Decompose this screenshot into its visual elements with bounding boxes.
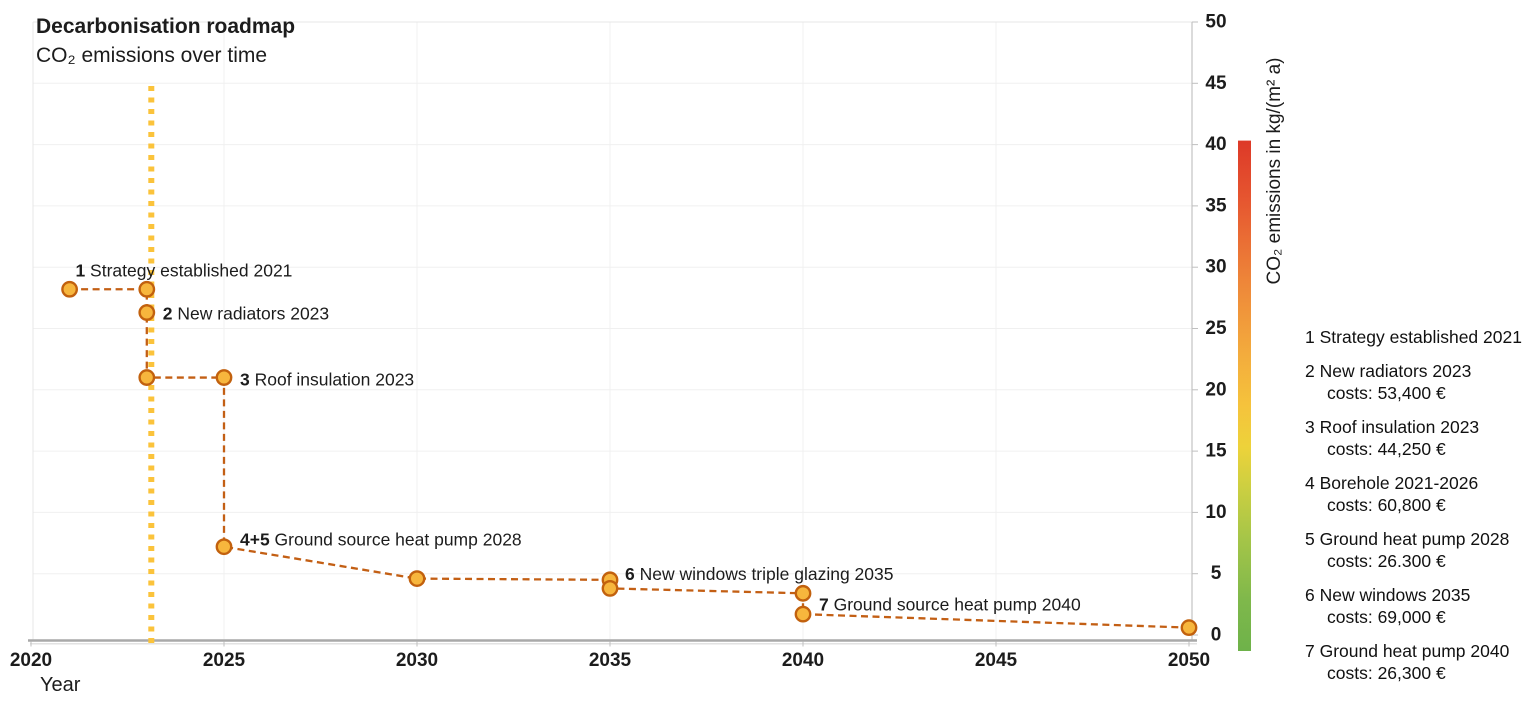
x-tick-label: 2050 <box>1168 650 1210 671</box>
y-tick-label: 45 <box>1205 73 1227 94</box>
legend-item: 2 New radiators 2023 costs: 53,400 € <box>1305 360 1533 404</box>
annotation-3: 3 Roof insulation 2023 <box>240 370 414 390</box>
y-tick-label: 15 <box>1205 441 1227 462</box>
x-tick-label: 2020 <box>10 650 52 671</box>
legend-item: 6 New windows 2035 costs: 69,000 € <box>1305 584 1533 628</box>
x-tick-label: 2040 <box>782 650 824 671</box>
legend-item-costs: costs: 53,400 € <box>1327 383 1446 403</box>
annotation-1: 1 Strategy established 2021 <box>75 260 292 280</box>
chart-title: Decarbonisation roadmap <box>36 15 296 38</box>
legend-item: 4 Borehole 2021-2026 costs: 60,800 € <box>1305 472 1533 516</box>
legend-item: 5 Ground heat pump 2028 costs: 26.300 € <box>1305 528 1533 572</box>
legend-item: 3 Roof insulation 2023 costs: 44,250 € <box>1305 416 1533 460</box>
legend-item-costs: costs: 44,250 € <box>1327 439 1446 459</box>
x-tick-label: 2035 <box>589 650 632 671</box>
x-tick-label: 2030 <box>396 650 438 671</box>
y-axis-title: CO₂ emissions in kg/(m² a) <box>1264 57 1285 285</box>
legend-item: 1 Strategy established 2021 <box>1305 326 1533 348</box>
y-tick-label: 25 <box>1205 318 1227 339</box>
legend-item-label: 2 New radiators 2023 <box>1305 361 1472 381</box>
legend-item-label: 7 Ground heat pump 2040 <box>1305 641 1510 661</box>
annotation-7: 7 Ground source heat pump 2040 <box>819 594 1081 614</box>
y-tick-label: 35 <box>1205 195 1227 216</box>
y-tick-label: 30 <box>1205 257 1226 278</box>
y-tick-label: 20 <box>1205 379 1226 400</box>
legend-item-costs: costs: 60,800 € <box>1327 495 1446 515</box>
legend-item-label: 5 Ground heat pump 2028 <box>1305 529 1510 549</box>
legend-item-label: 3 Roof insulation 2023 <box>1305 417 1480 437</box>
legend-item-label: 1 Strategy established 2021 <box>1305 327 1522 347</box>
chart-subtitle: CO₂ emissions over time <box>36 44 268 67</box>
legend-item-costs: costs: 26.300 € <box>1327 551 1446 571</box>
y-tick-label: 50 <box>1205 12 1226 33</box>
x-axis-title: Year <box>40 674 81 696</box>
annotation-4+5: 4+5 Ground source heat pump 2028 <box>240 530 522 550</box>
legend-item-costs: costs: 69,000 € <box>1327 607 1446 627</box>
cost-legend: 1 Strategy established 2021 2 New radiat… <box>1305 326 1533 684</box>
y-tick-label: 5 <box>1211 563 1222 584</box>
legend-item: 7 Ground heat pump 2040 costs: 26,300 € <box>1305 640 1533 684</box>
y-tick-label: 40 <box>1205 134 1226 155</box>
x-tick-label: 2045 <box>975 650 1018 671</box>
x-tick-label: 2025 <box>203 650 246 671</box>
annotation-6: 6 New windows triple glazing 2035 <box>625 564 893 584</box>
chart-header: Decarbonisation roadmap CO₂ emissions ov… <box>36 12 295 70</box>
legend-item-label: 6 New windows 2035 <box>1305 585 1471 605</box>
legend-item-label: 4 Borehole 2021-2026 <box>1305 473 1479 493</box>
y-tick-label: 10 <box>1205 502 1226 523</box>
annotation-2: 2 New radiators 2023 <box>163 304 329 324</box>
legend-item-costs: costs: 26,300 € <box>1327 663 1446 683</box>
y-tick-label: 0 <box>1211 625 1222 646</box>
